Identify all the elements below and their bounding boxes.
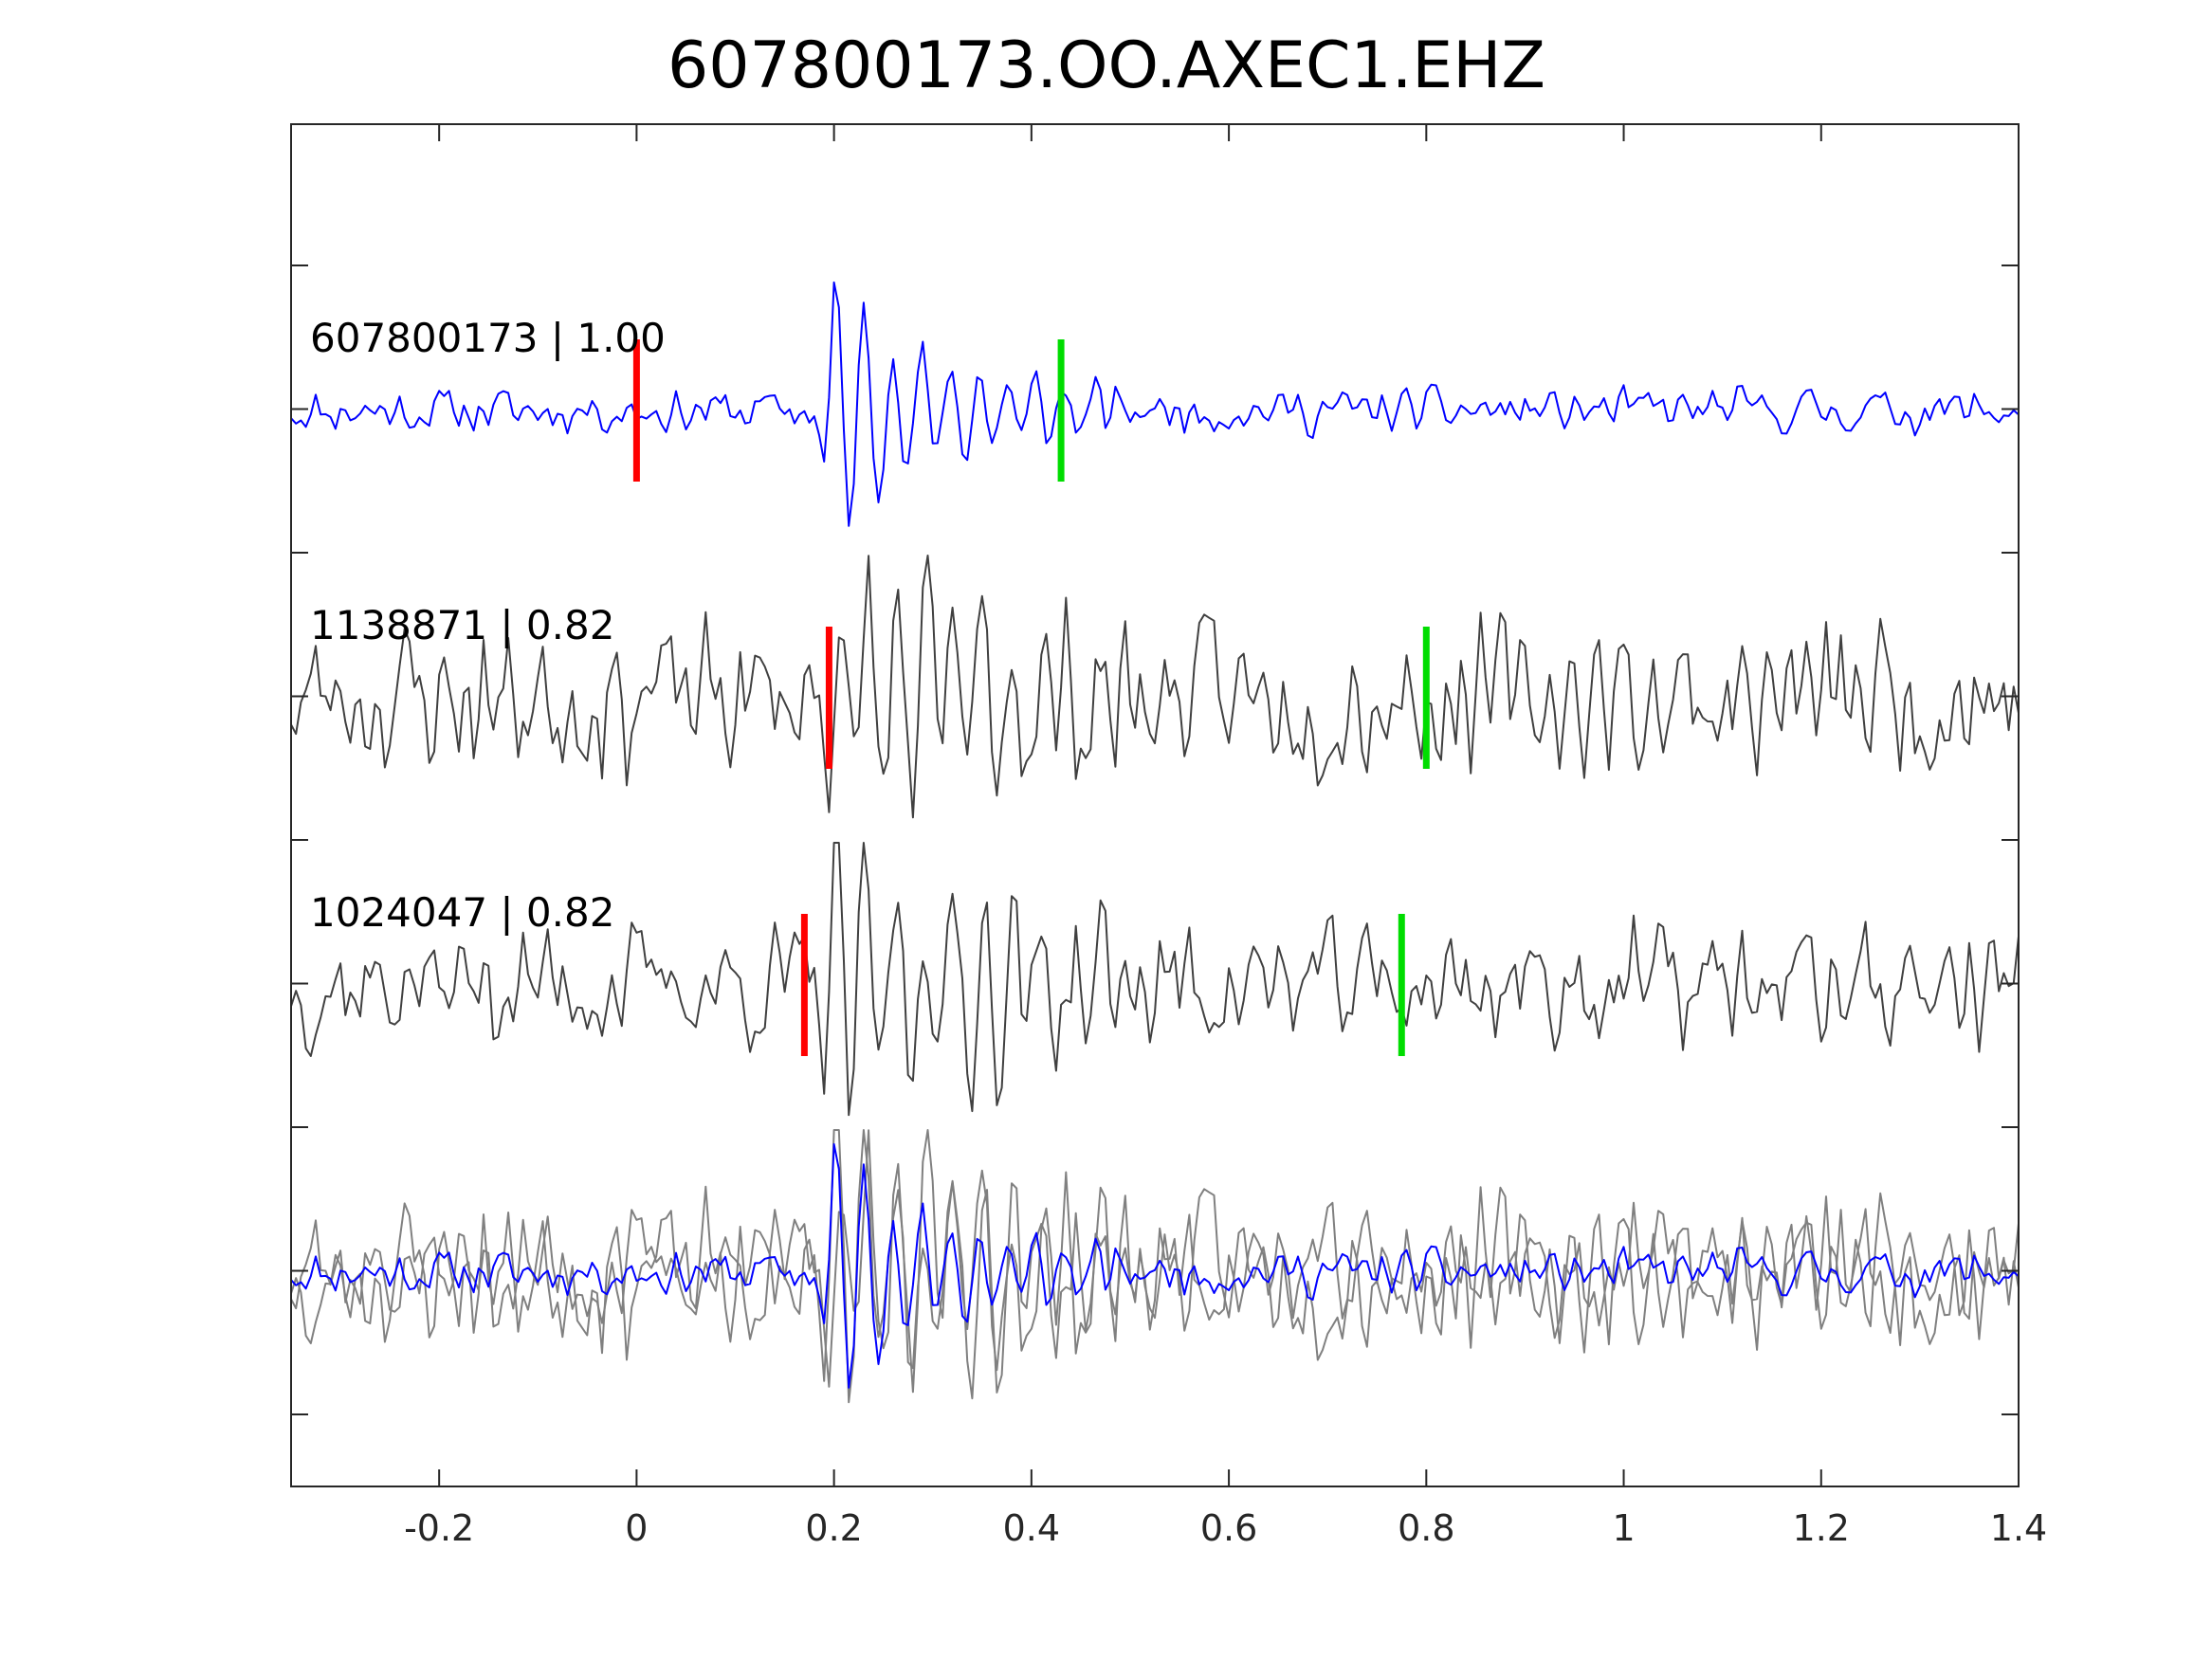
trace-1024047: [290, 842, 2020, 1117]
x-tick-label-6: 1: [1612, 1507, 1635, 1549]
traces-layer: [290, 281, 2020, 1404]
x-tick-label-3: 0.4: [1003, 1507, 1060, 1549]
x-tick-label-4: 0.6: [1200, 1507, 1257, 1549]
x-tick-label-8: 1.4: [1990, 1507, 2047, 1549]
trace-1138871: [290, 555, 2020, 819]
x-tick-label-1: 0: [625, 1507, 648, 1549]
picks-layer: [632, 339, 1430, 1056]
overlay-trace-607800173: [290, 1142, 2020, 1389]
x-tick-labels-layer: -0.2 0 0.2 0.4 0.6 0.8 1 1.2 1.4: [404, 1507, 2047, 1549]
trace-label-607800173: 607800173 | 1.00: [310, 315, 666, 361]
trace-607800173: [290, 281, 2020, 527]
trace-label-1024047: 1024047 | 0.82: [310, 889, 614, 936]
x-tick-label-0: -0.2: [404, 1507, 474, 1549]
trace-labels-layer: 607800173 | 1.00 1138871 | 0.82 1024047 | …: [310, 315, 666, 936]
chart-title: 607800173.OO.AXEC1.EHZ: [667, 28, 1545, 103]
overlay-trace-1138871: [290, 1129, 2020, 1394]
overlay-trace-1024047: [290, 1129, 2020, 1404]
axes-frame: [290, 123, 2020, 1487]
ticks-layer: [291, 124, 2020, 1486]
trace-label-1138871: 1138871 | 0.82: [310, 602, 614, 648]
x-tick-label-7: 1.2: [1793, 1507, 1850, 1549]
x-tick-label-2: 0.2: [805, 1507, 862, 1549]
x-tick-label-5: 0.8: [1398, 1507, 1454, 1549]
